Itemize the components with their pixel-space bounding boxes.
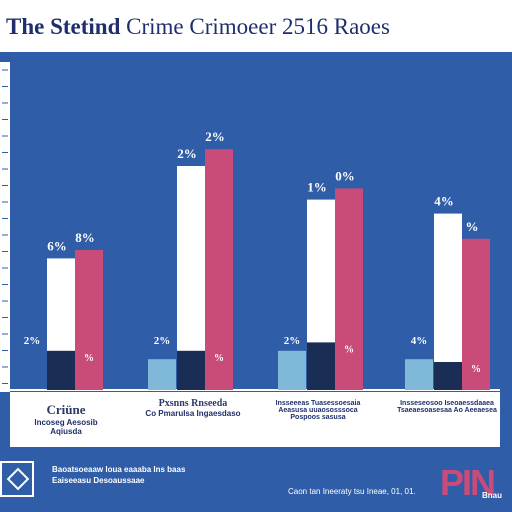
bar-tall-white [434, 213, 462, 390]
data-label-navy: 1% [183, 338, 200, 350]
brand-sub: Bnau [482, 491, 502, 500]
data-label-small: % [84, 353, 94, 364]
y-axis-strip [0, 62, 10, 392]
bar-navy [307, 342, 335, 390]
bar-navy [47, 350, 75, 390]
footer-line-2: Eaiseeasu Desoaussaae [52, 476, 145, 485]
data-label-tall-white: 6% [47, 238, 67, 253]
bar-navy [177, 350, 205, 390]
legend-2-title: Pxsnns Rnseeda [158, 398, 228, 409]
data-label-tall-pink: 0% [335, 168, 355, 183]
legend-item-3: Insseeeas Tuasessoesaia Aeasusa uuaososs… [268, 400, 368, 421]
bar-light-blue [148, 359, 176, 390]
data-label-light-blue: 2% [154, 335, 171, 347]
data-label-navy: 1% [313, 329, 330, 341]
data-label-light-blue: 2% [284, 335, 301, 347]
legend-item-1: Criüne Incoseg Aesosib Aqiusda [18, 402, 114, 436]
legend-4-text: Insseseosoo Iseoaessdaaea Tsaeaesoasesaa… [397, 400, 497, 414]
bar-tall-pink [335, 188, 363, 390]
legend-1-title: Criüne [46, 402, 86, 417]
data-label-tall-white: 4% [434, 194, 454, 209]
data-label-tall-pink: 2% [205, 129, 225, 144]
data-label-tall-white: 2% [177, 146, 197, 161]
bar-tall-pink [205, 149, 233, 390]
data-label-small: % [214, 353, 224, 364]
legend-3-text: Insseeeas Tuasessoesaia Aeasusa uuaososs… [275, 400, 361, 421]
bar-tall-pink [462, 238, 490, 390]
footer-line-1: Baoatsoeaaw loua eaaaba Ins baas [52, 465, 186, 474]
data-label-tall-white: 1% [307, 180, 327, 195]
footer-bar [0, 457, 512, 512]
data-label-navy: 0% [440, 349, 457, 361]
bar-navy [434, 362, 462, 390]
data-label-tall-pink: % [466, 219, 479, 234]
diamond-logo-icon [6, 467, 30, 491]
data-label-light-blue: 2% [24, 335, 41, 347]
bar-tall-pink [75, 250, 103, 390]
bar-light-blue [278, 350, 306, 390]
chart-title: The Stetind Crime Crimoeer 2516 Raoes [0, 0, 512, 52]
legend-item-4: Insseseosoo Iseoaessdaaea Tsaeaesoasesaa… [392, 400, 502, 414]
data-label-navy: 1% [53, 338, 70, 350]
legend-2-text: Co Pmarulsa Ingaesdaso [145, 409, 241, 418]
legend-band [10, 392, 500, 447]
footer-credit: Caon tan Ineeraty tsu Ineae, 01, 01. [288, 487, 416, 496]
data-label-tall-pink: 8% [75, 230, 95, 245]
legend-1-text: Incoseg Aesosib Aqiusda [34, 418, 98, 436]
logo-box [0, 461, 34, 497]
legend-item-2: Pxsnns Rnseeda Co Pmarulsa Ingaesdaso [138, 398, 248, 418]
brand-logo: PIN [440, 462, 496, 503]
data-label-light-blue: 4% [411, 335, 428, 347]
data-label-small: % [344, 344, 354, 355]
title-part-b: Crime Crimoeer 2516 Raoes [126, 14, 390, 39]
data-label-small: % [471, 364, 481, 375]
title-part-a: The Stetind [6, 14, 121, 39]
bar-light-blue [405, 359, 433, 390]
